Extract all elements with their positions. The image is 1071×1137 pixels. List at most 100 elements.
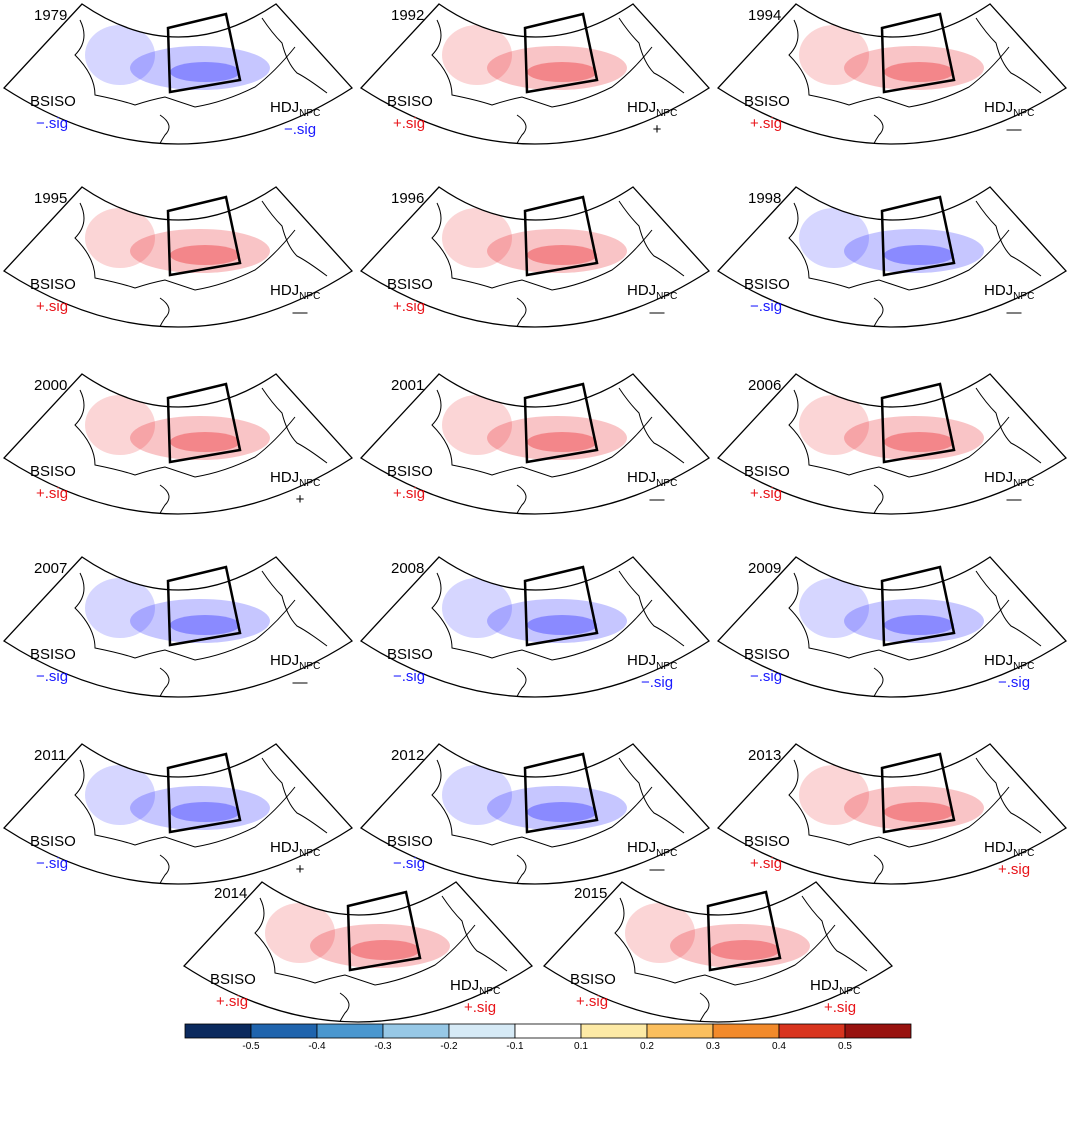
map-panel: 2001BSISO+.sigHDJNPC— [361, 374, 709, 540]
shade [350, 940, 420, 960]
shade [884, 62, 954, 82]
shade [442, 395, 512, 455]
map-panel: 2000BSISO+.sigHDJNPC+ [4, 374, 352, 540]
hdj-main: HDJ [984, 469, 1013, 486]
hdj-sub: NPC [479, 986, 500, 997]
hdj-sign: +.sig [824, 999, 856, 1016]
year-label: 1998 [748, 190, 781, 207]
map-panel: 2009BSISO−.sigHDJNPC−.sig [718, 557, 1066, 723]
hdj-sub: NPC [1013, 478, 1034, 489]
hdj-sub: NPC [1013, 848, 1034, 859]
hdj-sign: — [1007, 491, 1022, 508]
colorbar-tick-label: 0.3 [706, 1041, 720, 1052]
bsiso-label: BSISO [30, 833, 76, 850]
shade [884, 802, 954, 822]
bsiso-sign: −.sig [36, 115, 68, 132]
hdj-sign: — [650, 304, 665, 321]
bsiso-sign: −.sig [750, 298, 782, 315]
hdj-sub: NPC [1013, 108, 1034, 119]
bsiso-label: BSISO [30, 93, 76, 110]
hdj-sub: NPC [656, 291, 677, 302]
bsiso-label: BSISO [387, 833, 433, 850]
colorbar-box [713, 1024, 779, 1038]
colorbar-box [647, 1024, 713, 1038]
map-panel: 2011BSISO−.sigHDJNPC+ [4, 744, 352, 910]
map-panel: 2013BSISO+.sigHDJNPC+.sig [718, 744, 1066, 910]
hdj-main: HDJ [270, 469, 299, 486]
hdj-sign: −.sig [641, 674, 673, 691]
bsiso-sign: −.sig [750, 668, 782, 685]
bsiso-label: BSISO [387, 276, 433, 293]
hdj-sub: NPC [656, 661, 677, 672]
shade [799, 578, 869, 638]
hdj-main: HDJ [627, 282, 656, 299]
shade [799, 208, 869, 268]
colorbar-box [317, 1024, 383, 1038]
shade [527, 62, 597, 82]
colorbar-box [449, 1024, 515, 1038]
hdj-sub: NPC [656, 848, 677, 859]
year-label: 2006 [748, 377, 781, 394]
map-panel: 1998BSISO−.sigHDJNPC— [718, 187, 1066, 353]
hdj-main: HDJ [627, 469, 656, 486]
shade [527, 245, 597, 265]
hdj-sub: NPC [299, 478, 320, 489]
bsiso-label: BSISO [210, 971, 256, 988]
bsiso-sign: +.sig [393, 115, 425, 132]
year-label: 2014 [214, 885, 247, 902]
colorbar-box [251, 1024, 317, 1038]
hdj-sub: NPC [656, 478, 677, 489]
shade [527, 615, 597, 635]
hdj-sign: −.sig [284, 121, 316, 138]
hdj-sub: NPC [1013, 661, 1034, 672]
hdj-sub: NPC [656, 108, 677, 119]
colorbar-box [383, 1024, 449, 1038]
shade [884, 615, 954, 635]
map-panel: 2015BSISO+.sigHDJNPC+.sig [544, 882, 892, 1048]
year-label: 2009 [748, 560, 781, 577]
shade [527, 432, 597, 452]
bsiso-sign: +.sig [36, 485, 68, 502]
shade [170, 62, 240, 82]
bsiso-sign: +.sig [750, 115, 782, 132]
bsiso-label: BSISO [30, 646, 76, 663]
year-label: 2012 [391, 747, 424, 764]
bsiso-label: BSISO [30, 463, 76, 480]
bsiso-sign: +.sig [576, 993, 608, 1010]
bsiso-label: BSISO [744, 833, 790, 850]
shade [884, 245, 954, 265]
year-label: 1996 [391, 190, 424, 207]
map-panel: 2007BSISO−.sigHDJNPC— [4, 557, 352, 723]
bsiso-label: BSISO [744, 463, 790, 480]
colorbar-tick-label: -0.2 [440, 1041, 458, 1052]
hdj-main: HDJ [984, 839, 1013, 856]
shade [442, 208, 512, 268]
shade [85, 395, 155, 455]
year-label: 1995 [34, 190, 67, 207]
bsiso-label: BSISO [744, 646, 790, 663]
year-label: 1994 [748, 7, 781, 24]
hdj-sign: +.sig [464, 999, 496, 1016]
shade [85, 208, 155, 268]
bsiso-sign: −.sig [36, 668, 68, 685]
hdj-main: HDJ [270, 282, 299, 299]
hdj-sub: NPC [299, 848, 320, 859]
year-label: 1992 [391, 7, 424, 24]
hdj-sign: — [293, 674, 308, 691]
colorbar-box [845, 1024, 911, 1038]
bsiso-sign: +.sig [750, 855, 782, 872]
colorbar-box [581, 1024, 647, 1038]
shade [799, 25, 869, 85]
hdj-main: HDJ [984, 652, 1013, 669]
year-label: 2011 [34, 747, 66, 764]
hdj-main: HDJ [984, 282, 1013, 299]
bsiso-label: BSISO [570, 971, 616, 988]
bsiso-label: BSISO [387, 463, 433, 480]
bsiso-label: BSISO [744, 93, 790, 110]
